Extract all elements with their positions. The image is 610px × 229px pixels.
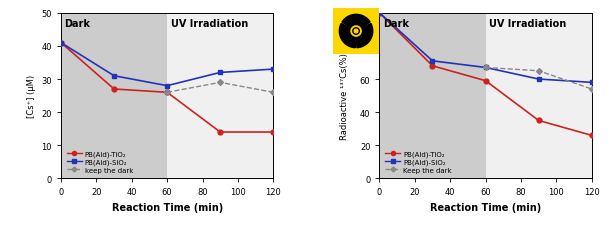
Text: UV Irradiation: UV Irradiation xyxy=(489,19,566,29)
Y-axis label: [Cs⁺] (μM): [Cs⁺] (μM) xyxy=(27,75,36,118)
Text: Dark: Dark xyxy=(383,19,409,29)
Text: Dark: Dark xyxy=(65,19,90,29)
X-axis label: Reaction Time (min): Reaction Time (min) xyxy=(430,202,541,212)
Legend: PB(Ald)-TiO₂, PB(Ald)-SiO₂, keep the dark: PB(Ald)-TiO₂, PB(Ald)-SiO₂, keep the dar… xyxy=(65,149,135,175)
Legend: PB(Ald)-TiO₂, PB(Ald)-SiO₂, Keep the dark: PB(Ald)-TiO₂, PB(Ald)-SiO₂, Keep the dar… xyxy=(383,149,454,175)
Bar xyxy=(61,14,167,179)
X-axis label: Reaction Time (min): Reaction Time (min) xyxy=(112,202,223,212)
Y-axis label: Radioactive ¹³⁷Cs(%): Radioactive ¹³⁷Cs(%) xyxy=(340,53,349,139)
Text: UV Irradiation: UV Irradiation xyxy=(171,19,248,29)
Bar xyxy=(486,14,592,179)
Bar xyxy=(167,14,273,179)
Bar xyxy=(379,14,486,179)
